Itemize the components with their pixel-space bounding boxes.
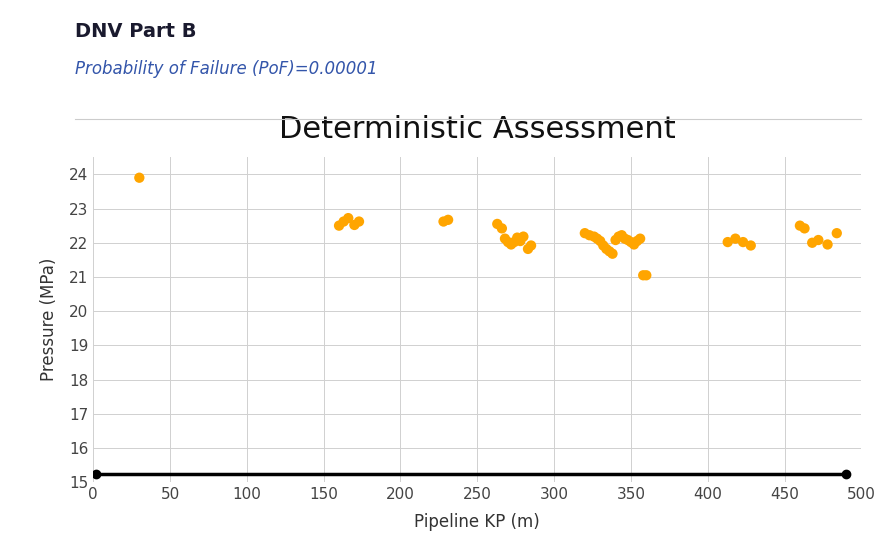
Point [578, 229, 592, 237]
Point [612, 233, 626, 241]
Point [736, 238, 750, 247]
Y-axis label: Pressure (MPa): Pressure (MPa) [40, 258, 58, 382]
Point [599, 244, 614, 253]
Point [524, 241, 538, 250]
Point [583, 231, 597, 240]
Point [516, 233, 530, 241]
Point [728, 234, 742, 243]
Point [614, 231, 629, 240]
Point [498, 234, 512, 243]
Point [608, 236, 622, 244]
Point [636, 271, 650, 280]
Point [639, 271, 654, 280]
Point [504, 240, 519, 249]
Point [793, 221, 807, 230]
Point [337, 217, 351, 226]
Point [743, 241, 757, 250]
Point [593, 237, 607, 246]
Point [606, 249, 620, 258]
Point [587, 233, 601, 241]
Point [510, 233, 524, 242]
Point [821, 240, 835, 249]
Point [347, 221, 361, 229]
Point [521, 244, 535, 253]
Point [495, 224, 509, 233]
Point [590, 234, 604, 243]
Point [490, 220, 504, 228]
Point [436, 217, 450, 226]
Point [352, 217, 366, 226]
Point [797, 224, 812, 233]
Point [596, 241, 610, 250]
Point [513, 237, 527, 246]
Point [633, 234, 647, 243]
Text: Probability of Failure (PoF)=0.00001: Probability of Failure (PoF)=0.00001 [75, 60, 378, 78]
Point [720, 238, 734, 247]
Point [332, 221, 346, 230]
Point [132, 173, 147, 182]
Point [630, 237, 644, 246]
Point [623, 238, 638, 247]
Point [829, 229, 844, 237]
Text: DNV Part B: DNV Part B [75, 22, 197, 41]
Point [341, 214, 355, 222]
Point [507, 238, 521, 247]
Point [627, 240, 641, 249]
X-axis label: Pipeline KP (m): Pipeline KP (m) [415, 513, 540, 531]
Point [501, 238, 515, 247]
Point [618, 234, 632, 243]
Point [812, 236, 826, 244]
Point [805, 238, 820, 247]
Point [602, 247, 616, 256]
Title: Deterministic Assessment: Deterministic Assessment [279, 115, 676, 144]
Point [621, 236, 635, 244]
Point [441, 216, 456, 224]
